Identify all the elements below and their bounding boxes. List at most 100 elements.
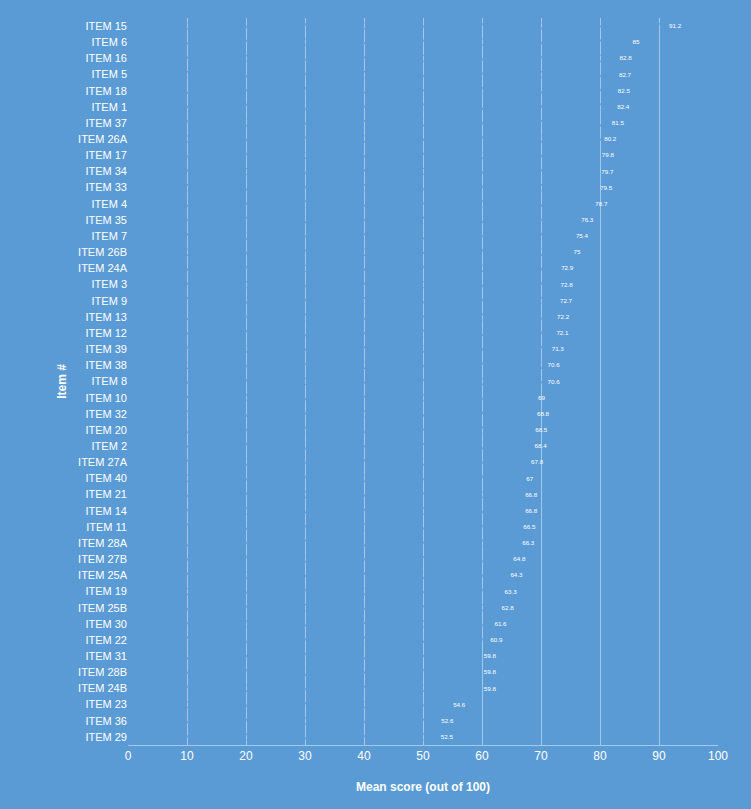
svg-text:82.5: 82.5 — [618, 87, 631, 94]
svg-text:Item #: Item # — [55, 364, 69, 399]
svg-text:ITEM 35: ITEM 35 — [85, 214, 127, 226]
svg-text:82.4: 82.4 — [617, 103, 630, 110]
svg-text:75.4: 75.4 — [576, 232, 589, 239]
svg-text:78.7: 78.7 — [595, 200, 608, 207]
svg-text:66.3: 66.3 — [522, 539, 535, 546]
svg-text:68.4: 68.4 — [535, 442, 548, 449]
svg-text:ITEM 34: ITEM 34 — [85, 165, 127, 177]
svg-text:90: 90 — [652, 749, 666, 763]
svg-text:ITEM 5: ITEM 5 — [92, 68, 127, 80]
svg-text:ITEM 26A: ITEM 26A — [78, 133, 128, 145]
svg-text:ITEM 25B: ITEM 25B — [78, 602, 127, 614]
svg-text:ITEM 24A: ITEM 24A — [78, 262, 128, 274]
svg-text:ITEM 24B: ITEM 24B — [78, 682, 127, 694]
svg-text:79.7: 79.7 — [601, 168, 614, 175]
svg-text:ITEM 31: ITEM 31 — [85, 650, 127, 662]
svg-text:ITEM 17: ITEM 17 — [85, 149, 127, 161]
svg-text:0: 0 — [125, 749, 132, 763]
svg-text:ITEM 28B: ITEM 28B — [78, 666, 127, 678]
svg-text:50: 50 — [416, 749, 430, 763]
svg-text:ITEM 16: ITEM 16 — [85, 52, 127, 64]
svg-text:ITEM 7: ITEM 7 — [92, 230, 127, 242]
svg-text:ITEM 28A: ITEM 28A — [78, 537, 128, 549]
svg-text:ITEM 29: ITEM 29 — [85, 731, 127, 743]
svg-text:10: 10 — [180, 749, 194, 763]
svg-text:66.5: 66.5 — [523, 523, 536, 530]
svg-text:ITEM 10: ITEM 10 — [85, 392, 127, 404]
svg-text:68.5: 68.5 — [535, 426, 548, 433]
svg-text:63.3: 63.3 — [504, 588, 517, 595]
svg-text:64.8: 64.8 — [513, 555, 526, 562]
svg-text:ITEM 25A: ITEM 25A — [78, 569, 128, 581]
svg-text:79.8: 79.8 — [602, 151, 615, 158]
svg-text:ITEM 27A: ITEM 27A — [78, 456, 128, 468]
svg-text:67.8: 67.8 — [531, 458, 544, 465]
svg-text:ITEM 22: ITEM 22 — [85, 634, 127, 646]
svg-text:72.9: 72.9 — [561, 264, 574, 271]
svg-text:ITEM 9: ITEM 9 — [92, 295, 127, 307]
svg-text:ITEM 23: ITEM 23 — [85, 698, 127, 710]
svg-text:ITEM 2: ITEM 2 — [92, 440, 127, 452]
svg-text:ITEM 39: ITEM 39 — [85, 343, 127, 355]
svg-text:80: 80 — [593, 749, 607, 763]
svg-text:59.8: 59.8 — [484, 668, 497, 675]
svg-text:ITEM 33: ITEM 33 — [85, 181, 127, 193]
svg-text:ITEM 36: ITEM 36 — [85, 715, 127, 727]
svg-text:61.6: 61.6 — [494, 620, 507, 627]
svg-text:ITEM 11: ITEM 11 — [86, 521, 127, 533]
svg-text:67: 67 — [526, 475, 533, 482]
svg-text:85: 85 — [633, 38, 640, 45]
svg-text:80.2: 80.2 — [604, 135, 617, 142]
svg-text:30: 30 — [298, 749, 312, 763]
svg-text:ITEM 40: ITEM 40 — [85, 472, 127, 484]
svg-text:ITEM 6: ITEM 6 — [92, 36, 127, 48]
svg-text:70.6: 70.6 — [548, 361, 561, 368]
svg-text:ITEM 19: ITEM 19 — [85, 585, 127, 597]
svg-text:ITEM 26B: ITEM 26B — [78, 246, 127, 258]
svg-text:ITEM 4: ITEM 4 — [92, 198, 127, 210]
svg-text:91.2: 91.2 — [669, 22, 682, 29]
svg-text:20: 20 — [239, 749, 253, 763]
svg-text:70.6: 70.6 — [548, 378, 561, 385]
svg-text:52.6: 52.6 — [441, 717, 454, 724]
svg-text:64.3: 64.3 — [510, 571, 523, 578]
svg-text:66.8: 66.8 — [525, 507, 538, 514]
svg-text:ITEM 1: ITEM 1 — [92, 101, 127, 113]
svg-text:40: 40 — [357, 749, 371, 763]
svg-text:72.2: 72.2 — [557, 313, 570, 320]
svg-text:ITEM 37: ITEM 37 — [85, 117, 127, 129]
svg-text:59.8: 59.8 — [484, 685, 497, 692]
svg-text:72.1: 72.1 — [556, 329, 569, 336]
svg-text:69: 69 — [538, 394, 545, 401]
svg-text:62.8: 62.8 — [502, 604, 515, 611]
svg-text:ITEM 30: ITEM 30 — [85, 618, 127, 630]
svg-text:100: 100 — [708, 749, 728, 763]
svg-text:ITEM 14: ITEM 14 — [85, 505, 127, 517]
svg-text:ITEM 3: ITEM 3 — [92, 278, 127, 290]
svg-text:68.8: 68.8 — [537, 410, 550, 417]
svg-text:82.7: 82.7 — [619, 71, 632, 78]
svg-text:ITEM 38: ITEM 38 — [85, 359, 127, 371]
svg-text:70: 70 — [534, 749, 548, 763]
svg-text:76.3: 76.3 — [581, 216, 594, 223]
svg-text:Mean score (out of 100): Mean score (out of 100) — [356, 780, 490, 794]
svg-text:ITEM 27B: ITEM 27B — [78, 553, 127, 565]
svg-text:ITEM 21: ITEM 21 — [85, 488, 127, 500]
svg-text:60: 60 — [475, 749, 489, 763]
svg-text:81.5: 81.5 — [612, 119, 625, 126]
svg-text:54.6: 54.6 — [453, 701, 466, 708]
svg-text:71.3: 71.3 — [552, 345, 565, 352]
svg-text:82.8: 82.8 — [620, 54, 633, 61]
svg-text:ITEM 15: ITEM 15 — [85, 20, 127, 32]
svg-text:ITEM 32: ITEM 32 — [85, 408, 127, 420]
svg-text:75: 75 — [574, 248, 581, 255]
svg-text:52.5: 52.5 — [441, 733, 454, 740]
svg-text:ITEM 12: ITEM 12 — [85, 327, 127, 339]
svg-text:66.8: 66.8 — [525, 491, 538, 498]
svg-text:72.8: 72.8 — [561, 281, 574, 288]
svg-text:72.7: 72.7 — [560, 297, 573, 304]
svg-text:ITEM 8: ITEM 8 — [92, 375, 127, 387]
svg-text:ITEM 13: ITEM 13 — [85, 311, 127, 323]
svg-text:79.5: 79.5 — [600, 184, 613, 191]
svg-text:ITEM 20: ITEM 20 — [85, 424, 127, 436]
